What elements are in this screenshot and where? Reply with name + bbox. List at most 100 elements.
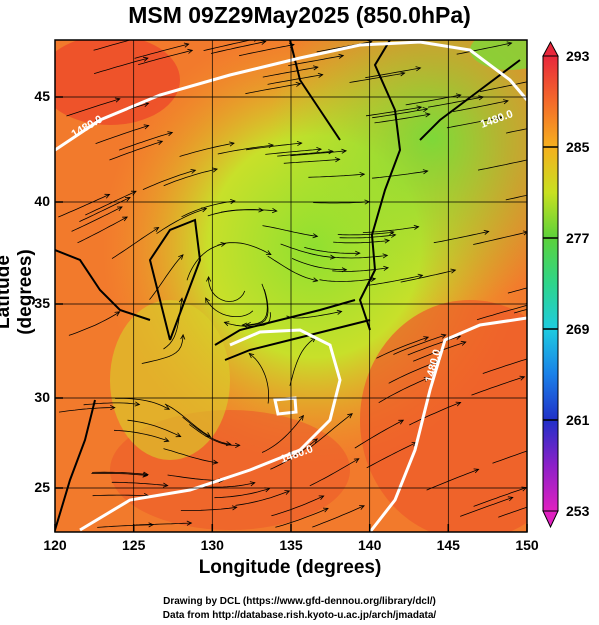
streamline (506, 128, 527, 134)
credit-drawing: Drawing by DCL (https://www.gfd-dennou.o… (163, 596, 436, 607)
streamline (91, 472, 148, 476)
streamline (479, 81, 527, 92)
streamline-arrow (295, 81, 302, 87)
streamline (388, 360, 441, 384)
streamline (97, 524, 154, 528)
streamline-arrow (220, 242, 227, 247)
streamline-arrow (312, 438, 318, 444)
streamline-arrow (271, 208, 278, 214)
streamline-arrow (265, 250, 272, 256)
streamline-arrow (316, 147, 323, 153)
streamline (332, 267, 389, 272)
streamline-arrow (312, 233, 319, 239)
streamline-arrow (148, 522, 155, 528)
streamline (164, 403, 211, 437)
y-axis-label: Latitude (degrees) (0, 249, 36, 335)
streamline-arrow (353, 458, 360, 464)
streamline-arrow (312, 65, 319, 71)
height-contours (55, 40, 527, 532)
streamline-arrow (460, 340, 467, 346)
colorbar-label: 253 (566, 503, 590, 519)
streamline (505, 194, 527, 201)
y-tick-label: 25 (34, 479, 50, 495)
streamline (507, 287, 527, 294)
streamline-arrow (531, 355, 536, 359)
streamline-arrow (143, 34, 148, 38)
x-tick-labels: 120 125 130 135 140 145 150 (43, 537, 539, 553)
wind-streamlines (58, 34, 568, 528)
x-tick-label: 150 (515, 537, 539, 553)
streamline (267, 74, 323, 85)
colorbar: 293 285 277 269 261 253 (542, 40, 590, 529)
streamline (242, 288, 269, 326)
colorbar-label: 269 (566, 321, 590, 337)
streamline-arrow (225, 441, 232, 447)
streamline (304, 247, 360, 254)
streamline-arrow (190, 169, 197, 174)
streamline-arrow (235, 442, 241, 448)
streamline-arrow (212, 167, 218, 173)
streamline-arrow (231, 505, 238, 511)
streamline (207, 209, 264, 217)
streamline-arrow (143, 124, 150, 130)
streamline (283, 158, 340, 164)
streamline-arrow (399, 71, 406, 77)
streamline-arrow (229, 141, 235, 147)
streamline (142, 169, 196, 190)
streamline-arrow (423, 377, 430, 382)
streamline-arrow (317, 72, 324, 78)
streamline-arrow (178, 297, 184, 304)
streamline (312, 505, 365, 528)
streamline-arrow (329, 254, 336, 260)
streamline-arrow (522, 230, 527, 236)
streamline (316, 41, 372, 53)
streamline (239, 44, 295, 57)
streamline (452, 100, 509, 112)
streamline (85, 190, 137, 216)
streamline (498, 506, 527, 518)
streamline-arrow (347, 413, 353, 419)
streamline (205, 297, 254, 317)
streamline-arrow (413, 224, 420, 230)
streamline-arrow (563, 297, 568, 301)
streamline-arrow (104, 193, 111, 199)
streamline-arrow (322, 507, 329, 513)
streamline-arrow (384, 238, 391, 244)
streamline-arrow (519, 375, 526, 381)
streamline (333, 240, 390, 244)
streamline-arrow (382, 253, 389, 259)
streamline (339, 234, 396, 239)
streamline (372, 108, 428, 119)
streamline-arrow (142, 472, 149, 478)
streamline (309, 458, 360, 487)
y-tick-labels: 25 30 35 40 45 (34, 88, 50, 495)
streamline-arrow (473, 468, 480, 474)
streamline-arrow (125, 197, 131, 202)
streamline-arrow (110, 405, 116, 411)
streamline-arrow (142, 56, 149, 62)
streamline-arrow (506, 41, 513, 47)
streamline (186, 243, 226, 281)
streamline-arrow (205, 432, 212, 438)
colorbar-label: 261 (566, 412, 590, 428)
streamline (354, 419, 404, 449)
streamline (372, 170, 428, 179)
streamline (308, 413, 353, 450)
streamline (280, 243, 335, 258)
streamline (471, 376, 525, 396)
streamline-arrow (114, 311, 121, 317)
streamline (163, 448, 218, 464)
streamline (367, 274, 423, 286)
streamline (246, 283, 268, 326)
streamline-arrow (164, 405, 171, 410)
y-tick-label: 45 (34, 88, 50, 104)
streamline (71, 206, 123, 232)
streamline (433, 231, 489, 244)
streamline-arrow (398, 419, 405, 425)
streamline (214, 488, 270, 499)
streamline (58, 194, 110, 218)
streamline (374, 113, 430, 124)
streamline (141, 334, 184, 364)
streamline (167, 474, 224, 481)
streamline-arrow (178, 254, 184, 260)
